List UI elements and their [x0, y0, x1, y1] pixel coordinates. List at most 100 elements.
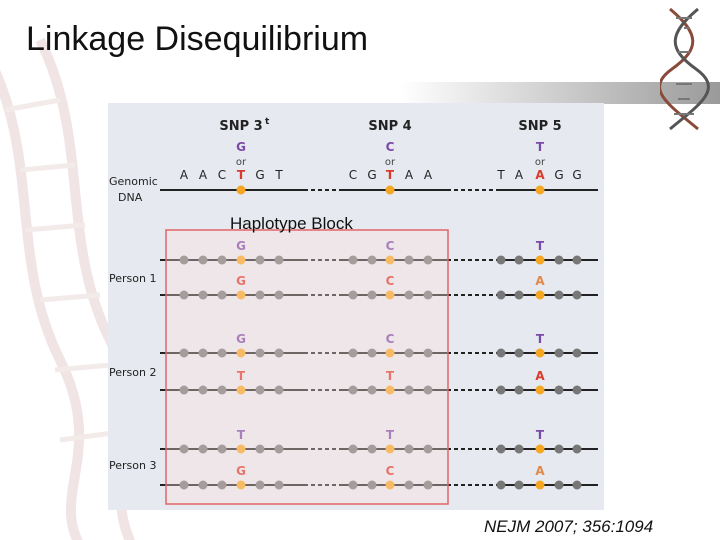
base-dot [514, 385, 524, 395]
snp-dot [236, 255, 246, 265]
genomic-allele-bottom: A [535, 168, 545, 182]
base-dot [423, 348, 433, 358]
person-allele: A [535, 274, 545, 288]
haplotype-block-box [165, 229, 449, 505]
base-dot [554, 444, 564, 454]
genomic-base-letter: C [218, 168, 226, 182]
haplotype-block-label: Haplotype Block [230, 214, 353, 233]
base-dot [367, 348, 377, 358]
base-dot [348, 385, 358, 395]
base-dot [572, 444, 582, 454]
person-strand [160, 255, 598, 265]
person-strand [160, 480, 598, 490]
base-dot [367, 290, 377, 300]
base-dot [496, 255, 506, 265]
base-dot [496, 385, 506, 395]
person-allele: A [535, 369, 545, 383]
base-dot [179, 385, 189, 395]
base-dot [255, 255, 265, 265]
base-dot [217, 444, 227, 454]
base-dot [554, 348, 564, 358]
person-allele: G [236, 239, 246, 253]
genomic-allele-bottom: T [237, 168, 246, 182]
base-dot [255, 348, 265, 358]
base-dot [514, 348, 524, 358]
base-dot [572, 255, 582, 265]
snp-dot [236, 348, 246, 358]
snp-header-sup: t [265, 117, 270, 127]
genomic-or-word: or [385, 157, 396, 168]
snp-header-label: SNP 5 [518, 119, 561, 134]
base-dot [179, 255, 189, 265]
genomic-base-letter: A [515, 168, 524, 182]
genomic-dna-label-line1: Genomic [109, 175, 158, 188]
snp-dot [385, 480, 395, 490]
genomic-base-letter: G [572, 168, 581, 182]
person-strand [160, 348, 598, 358]
genomic-allele-top: T [536, 140, 545, 154]
genomic-allele-top: C [386, 140, 395, 154]
base-dot [255, 480, 265, 490]
base-dot [198, 255, 208, 265]
person-allele: C [386, 332, 395, 346]
person-allele: G [236, 274, 246, 288]
snp-header-label: SNP 3 [219, 119, 262, 134]
base-dot [274, 255, 284, 265]
person-allele: T [386, 428, 395, 442]
genomic-base-letter: T [274, 168, 283, 182]
base-dot [367, 255, 377, 265]
base-dot [217, 480, 227, 490]
genomic-base-letter: G [554, 168, 563, 182]
genomic-allele-top: G [236, 140, 246, 154]
base-dot [198, 385, 208, 395]
citation: NEJM 2007; 356:1094 [484, 517, 654, 536]
base-dot [217, 348, 227, 358]
base-dot [404, 480, 414, 490]
genomic-base-letter: A [199, 168, 208, 182]
snp-dot [385, 255, 395, 265]
base-dot [274, 290, 284, 300]
snp-dot [535, 185, 545, 195]
person-allele: A [535, 464, 545, 478]
genomic-base-letter: C [349, 168, 357, 182]
genomic-base-letter: T [496, 168, 505, 182]
person-strand [160, 385, 598, 395]
base-dot [367, 480, 377, 490]
person-strand [160, 290, 598, 300]
base-dot [496, 480, 506, 490]
base-dot [198, 348, 208, 358]
snp-dot [236, 185, 246, 195]
base-dot [404, 444, 414, 454]
slide-title: Linkage Disequilibrium [26, 20, 369, 58]
base-dot [198, 290, 208, 300]
base-dot [179, 480, 189, 490]
base-dot [367, 444, 377, 454]
base-dot [255, 290, 265, 300]
snp-dot [236, 385, 246, 395]
person-allele: C [386, 274, 395, 288]
base-dot [514, 290, 524, 300]
base-dot [217, 385, 227, 395]
base-dot [348, 444, 358, 454]
snp-dot [535, 348, 545, 358]
base-dot [423, 444, 433, 454]
base-dot [572, 348, 582, 358]
base-dot [217, 255, 227, 265]
header-gradient-bar [400, 82, 720, 104]
base-dot [514, 255, 524, 265]
base-dot [554, 480, 564, 490]
base-dot [423, 385, 433, 395]
person-label: Person 1 [109, 272, 156, 285]
base-dot [554, 255, 564, 265]
base-dot [554, 290, 564, 300]
snp-dot [535, 385, 545, 395]
base-dot [404, 348, 414, 358]
base-dot [274, 444, 284, 454]
person-allele: G [236, 332, 246, 346]
base-dot [274, 385, 284, 395]
snp-dot [385, 444, 395, 454]
base-dot [274, 348, 284, 358]
person-allele: C [386, 464, 395, 478]
